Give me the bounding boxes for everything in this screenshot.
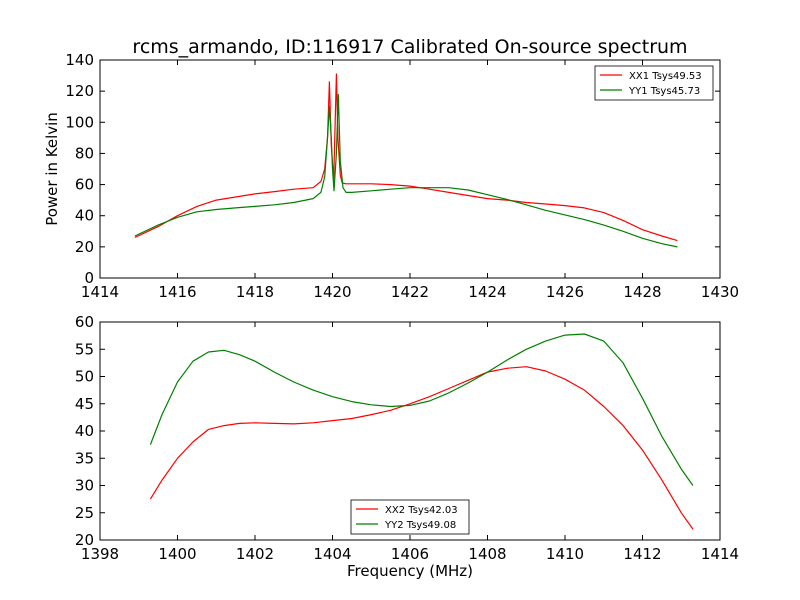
top-y-tick-label: 60 (75, 176, 94, 194)
bottom-x-tick-label: 1408 (468, 545, 506, 563)
bottom-y-tick-label: 50 (75, 368, 94, 386)
bottom-chart-series (149, 333, 694, 530)
top-chart-y-axis-label: Power in Kelvin (43, 112, 61, 226)
bottom-y-tick-label: 35 (75, 449, 94, 467)
bottom-chart-x-axis-label: Frequency (MHz) (347, 562, 473, 580)
top-chart-ticks: 1414 1416 1418 1420 1422 1424 1426 1428 1430 0 20 4… (65, 51, 739, 301)
top-chart-title: rcms_armando, ID:116917 Calibrated On-so… (132, 36, 687, 58)
bottom-y-tick-label: 45 (75, 395, 94, 413)
top-x-tick-label: 1430 (701, 283, 739, 301)
top-x-tick-label: 1418 (236, 283, 274, 301)
bottom-chart-legend: XX2 Tsys42.03 YY2 Tsys49.08 (350, 499, 470, 535)
top-y-tick-label: 120 (65, 82, 94, 100)
top-chart-legend: XX1 Tsys49.53 YY1 Tsys45.73 (594, 65, 714, 101)
top-x-tick-label: 1414 (81, 283, 119, 301)
bottom-y-tick-label: 20 (75, 531, 94, 549)
top-y-tick-label: 40 (75, 207, 94, 225)
bottom-x-tick-label: 1400 (158, 545, 196, 563)
bottom-x-tick-label: 1404 (313, 545, 351, 563)
bottom-legend-label-yy2: YY2 Tsys49.08 (384, 520, 456, 531)
top-x-tick-label: 1416 (158, 283, 196, 301)
top-x-tick-label: 1424 (468, 283, 506, 301)
bottom-x-tick-label: 1414 (701, 545, 739, 563)
bottom-legend-label-xx2: XX2 Tsys42.03 (385, 505, 458, 516)
top-y-tick-label: 80 (75, 144, 94, 162)
top-x-tick-label: 1426 (546, 283, 584, 301)
bottom-x-tick-label: 1410 (546, 545, 584, 563)
top-legend-box (594, 65, 714, 101)
bottom-chart-ticks: 1398 1400 1402 1404 1406 1408 1410 1412 1414 20 25… (75, 313, 739, 563)
bottom-x-tick-label: 1398 (81, 545, 119, 563)
top-series-line-1 (134, 93, 678, 248)
bottom-chart-plot-frame (99, 321, 721, 541)
top-legend-label-yy1: YY1 Tsys45.73 (628, 86, 700, 97)
top-y-tick-label: 0 (84, 269, 94, 287)
bottom-x-tick-label: 1406 (391, 545, 429, 563)
bottom-series-line-1 (149, 333, 694, 486)
top-x-tick-label: 1428 (623, 283, 661, 301)
top-y-tick-label: 100 (65, 113, 94, 131)
bottom-x-tick-label: 1402 (236, 545, 274, 563)
top-y-tick-label: 20 (75, 238, 94, 256)
bottom-legend-box (350, 499, 470, 535)
top-chart-series (134, 73, 678, 248)
bottom-chart: Frequency (MHz) 1398 1400 1402 1404 1406 1408… (75, 313, 739, 580)
top-y-tick-label: 140 (65, 51, 94, 69)
top-chart: rcms_armando, ID:116917 Calibrated On-so… (43, 36, 739, 301)
bottom-y-tick-label: 30 (75, 477, 94, 495)
bottom-y-tick-label: 55 (75, 340, 94, 358)
bottom-y-tick-label: 40 (75, 422, 94, 440)
top-chart-plot-frame (99, 59, 721, 279)
top-x-tick-label: 1420 (313, 283, 351, 301)
bottom-y-tick-label: 60 (75, 313, 94, 331)
bottom-y-tick-label: 25 (75, 504, 94, 522)
bottom-x-tick-label: 1412 (623, 545, 661, 563)
top-x-tick-label: 1422 (391, 283, 429, 301)
top-legend-label-xx1: XX1 Tsys49.53 (629, 71, 702, 82)
bottom-series-line-0 (149, 366, 694, 530)
